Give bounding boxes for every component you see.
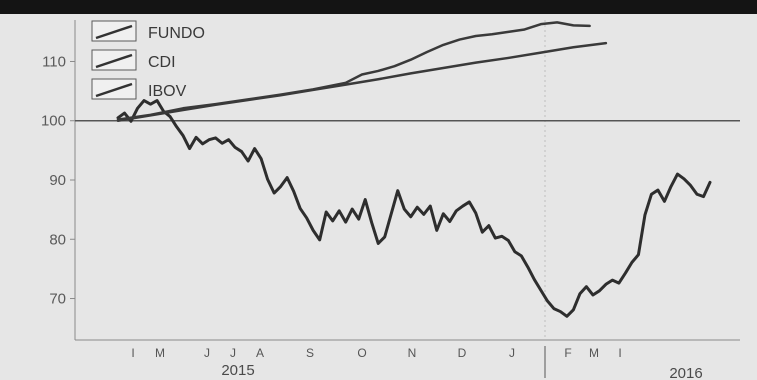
x-month-label: F	[564, 346, 571, 360]
legend-entry-fundo: FUNDO	[91, 20, 205, 42]
x-month-label: O	[357, 346, 366, 360]
x-month-label: J	[509, 346, 515, 360]
top-bar	[0, 0, 757, 14]
x-month-label: I	[618, 346, 621, 360]
y-tick-label: 100	[41, 113, 66, 130]
x-month-label: S	[306, 346, 314, 360]
y-tick-label: 70	[49, 291, 66, 308]
legend-line-ibov	[95, 82, 133, 98]
x-month-label: D	[458, 346, 467, 360]
y-tick-label: 110	[42, 53, 66, 70]
year-label-2016: 2016	[669, 365, 702, 380]
x-month-label: M	[155, 346, 165, 360]
x-month-label: I	[131, 346, 134, 360]
y-axis-ticks: 70 80 90 100 110	[41, 53, 75, 308]
legend-entry-cdi: CDI	[91, 49, 176, 71]
y-tick-label: 80	[49, 231, 66, 248]
series-line-fundo	[116, 99, 712, 318]
legend-label-fundo: FUNDO	[148, 25, 205, 42]
legend-line-cdi	[95, 53, 133, 69]
series-line-cdi	[116, 41, 608, 122]
series-lines	[116, 21, 712, 318]
legend-entry-ibov: IBOV	[91, 78, 187, 100]
legend-label-ibov: IBOV	[148, 83, 187, 100]
y-tick-label: 90	[49, 172, 66, 189]
x-month-label: M	[589, 346, 599, 360]
x-month-label: J	[230, 346, 236, 360]
legend-label-cdi: CDI	[148, 54, 176, 71]
series-line-ibov	[116, 21, 591, 121]
legend: FUNDO CDI IBOV	[91, 20, 205, 100]
legend-line-fundo	[95, 24, 133, 40]
x-month-label: A	[256, 346, 264, 360]
year-label-2015: 2015	[221, 362, 254, 379]
x-month-label: N	[408, 346, 417, 360]
x-month-label: J	[204, 346, 210, 360]
